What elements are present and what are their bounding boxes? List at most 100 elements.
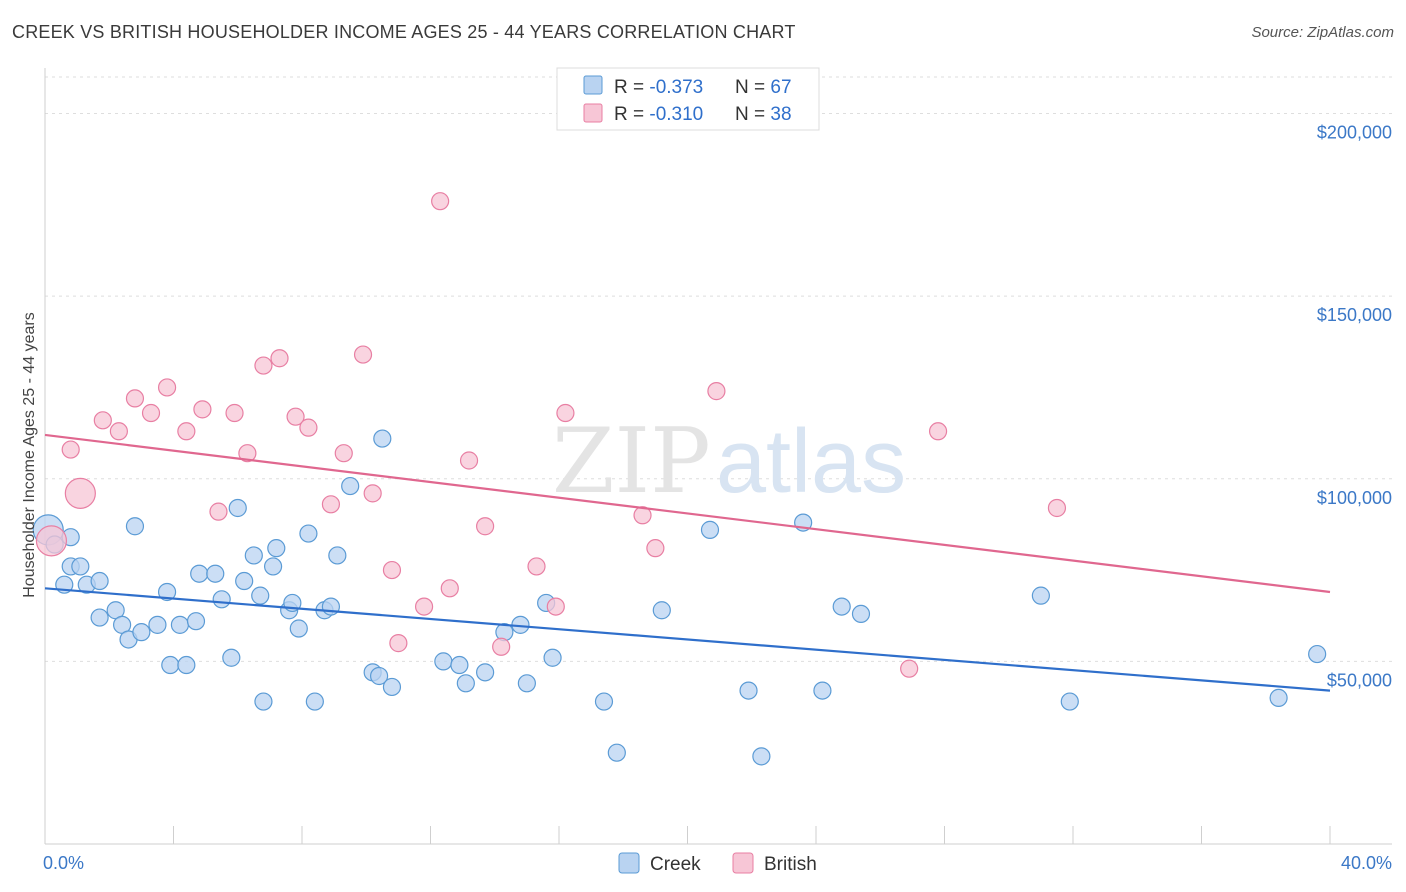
point-creek: [186, 612, 206, 631]
point-british: [546, 597, 565, 616]
point-british: [93, 411, 112, 430]
point-british: [321, 495, 341, 514]
point-creek: [456, 674, 475, 693]
legend-swatch-british: [583, 103, 603, 123]
legend-n-value: 38: [770, 104, 791, 125]
y-tick-label: $150,000: [1317, 305, 1392, 325]
point-creek: [1060, 692, 1079, 711]
point-creek: [1308, 644, 1327, 664]
point-creek: [341, 476, 360, 496]
bottom-legend-label-british: British: [764, 854, 817, 875]
chart-title: CREEK VS BRITISH HOUSEHOLDER INCOME AGES…: [12, 22, 796, 42]
point-creek: [289, 619, 308, 638]
point-creek: [832, 597, 851, 616]
y-tick-label: $100,000: [1317, 488, 1392, 508]
legend-r-label: R =: [614, 77, 649, 98]
legend-row-creek: R = -0.373: [614, 77, 703, 98]
point-creek: [652, 601, 671, 620]
legend-r-value: -0.310: [649, 104, 703, 125]
bottom-legend-swatch-british: [732, 852, 754, 874]
point-creek: [190, 564, 209, 583]
point-creek: [813, 681, 832, 700]
point-british: [125, 389, 145, 408]
point-british: [238, 444, 257, 463]
point-creek: [851, 604, 871, 624]
point-creek: [267, 539, 286, 558]
bottom-legend-label-creek: Creek: [650, 854, 701, 875]
point-british: [254, 356, 273, 375]
point-creek: [263, 557, 283, 576]
point-creek: [251, 586, 270, 605]
point-british: [382, 560, 402, 580]
stats-legend: R = -0.373 N = 67 R = -0.310 N = 38: [556, 67, 820, 131]
point-british: [1047, 498, 1067, 518]
point-creek: [1031, 586, 1050, 605]
data-points: [32, 192, 1327, 766]
point-british: [363, 484, 382, 503]
trend-line-british: [44, 433, 1331, 594]
tick-labels: $50,000 $100,000 $150,000 $200,000 0.0% 40.0%: [43, 123, 1392, 873]
legend-swatch-creek: [583, 75, 603, 95]
trend-line-creek: [44, 587, 1331, 692]
bottom-legend-swatch-creek: [618, 852, 640, 874]
point-british: [225, 403, 244, 423]
point-creek: [212, 590, 231, 609]
point-creek: [177, 655, 196, 675]
point-creek: [157, 582, 177, 602]
point-creek: [161, 655, 180, 675]
point-creek: [148, 615, 167, 634]
point-creek: [434, 652, 453, 671]
point-creek: [222, 648, 241, 667]
point-british: [527, 557, 546, 576]
source-label: Source: ZipAtlas.com: [1251, 24, 1394, 41]
watermark: ZIP atlas: [552, 409, 906, 514]
point-british: [556, 403, 575, 423]
watermark-atlas: atlas: [716, 412, 906, 512]
point-creek: [370, 666, 389, 686]
legend-n-creek: N = 67: [735, 77, 792, 98]
point-british: [440, 579, 459, 598]
point-british: [414, 597, 434, 616]
y-tick-label: $50,000: [1327, 670, 1392, 690]
point-british: [64, 477, 96, 509]
point-british: [193, 400, 212, 419]
point-creek: [594, 692, 614, 711]
point-british: [476, 517, 495, 536]
point-creek: [382, 677, 402, 697]
point-creek: [373, 429, 392, 448]
point-british: [707, 382, 726, 401]
point-creek: [1269, 688, 1288, 708]
point-british: [431, 192, 450, 211]
x-tick-label-left: 0.0%: [43, 853, 84, 873]
point-creek: [739, 681, 758, 700]
point-creek: [450, 655, 469, 675]
point-creek: [228, 498, 247, 518]
legend-r-label: R =: [614, 104, 649, 125]
point-creek: [235, 571, 254, 591]
bottom-legend: Creek British: [618, 852, 817, 875]
point-british: [459, 451, 479, 470]
legend-n-label: N =: [735, 77, 770, 98]
point-british: [157, 378, 177, 397]
axes: [44, 68, 1392, 845]
legend-n-value: 67: [770, 77, 791, 98]
point-british: [928, 422, 948, 441]
point-creek: [244, 546, 263, 565]
point-creek: [71, 557, 90, 576]
point-creek: [299, 524, 318, 543]
point-creek: [90, 571, 109, 591]
point-creek: [170, 615, 190, 634]
point-creek: [206, 564, 225, 583]
point-british: [177, 422, 196, 441]
point-creek: [476, 663, 495, 682]
y-tick-label: $200,000: [1317, 123, 1392, 143]
point-british: [353, 345, 373, 364]
trend-lines: [44, 433, 1331, 692]
point-british: [389, 634, 408, 653]
point-creek: [607, 743, 626, 762]
legend-n-label: N =: [735, 104, 770, 125]
point-creek: [254, 692, 273, 711]
point-british: [209, 502, 228, 521]
point-british: [109, 422, 128, 441]
